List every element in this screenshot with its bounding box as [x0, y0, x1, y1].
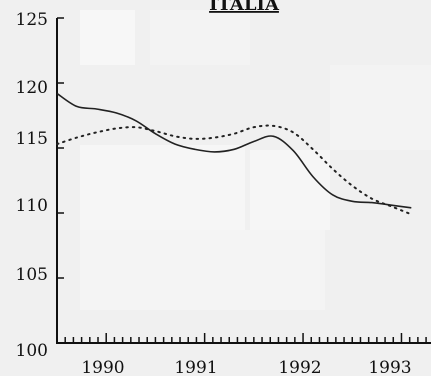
x-tick-label: 1991: [174, 358, 217, 376]
y-tick-label: 120: [16, 78, 48, 98]
y-tick-label: 100: [16, 341, 48, 361]
series-line-solid: [56, 92, 412, 209]
x-tick-label: 1992: [278, 358, 321, 376]
axis-ticks: [56, 17, 427, 344]
y-tick-labels: 100 105 110 115 120 125: [16, 10, 48, 361]
chart-title: ITALIA: [209, 0, 280, 15]
series-group: [56, 92, 413, 216]
y-tick-label: 125: [16, 10, 48, 30]
x-tick-label: 1993: [368, 358, 411, 376]
x-tick-label: 1990: [81, 358, 124, 376]
y-tick-label: 105: [16, 265, 48, 285]
y-tick-label: 110: [16, 196, 48, 216]
series-line-dotted: [56, 124, 413, 216]
y-tick-label: 115: [16, 129, 48, 149]
x-tick-labels: 1990 1991 1992 1993: [81, 358, 411, 376]
